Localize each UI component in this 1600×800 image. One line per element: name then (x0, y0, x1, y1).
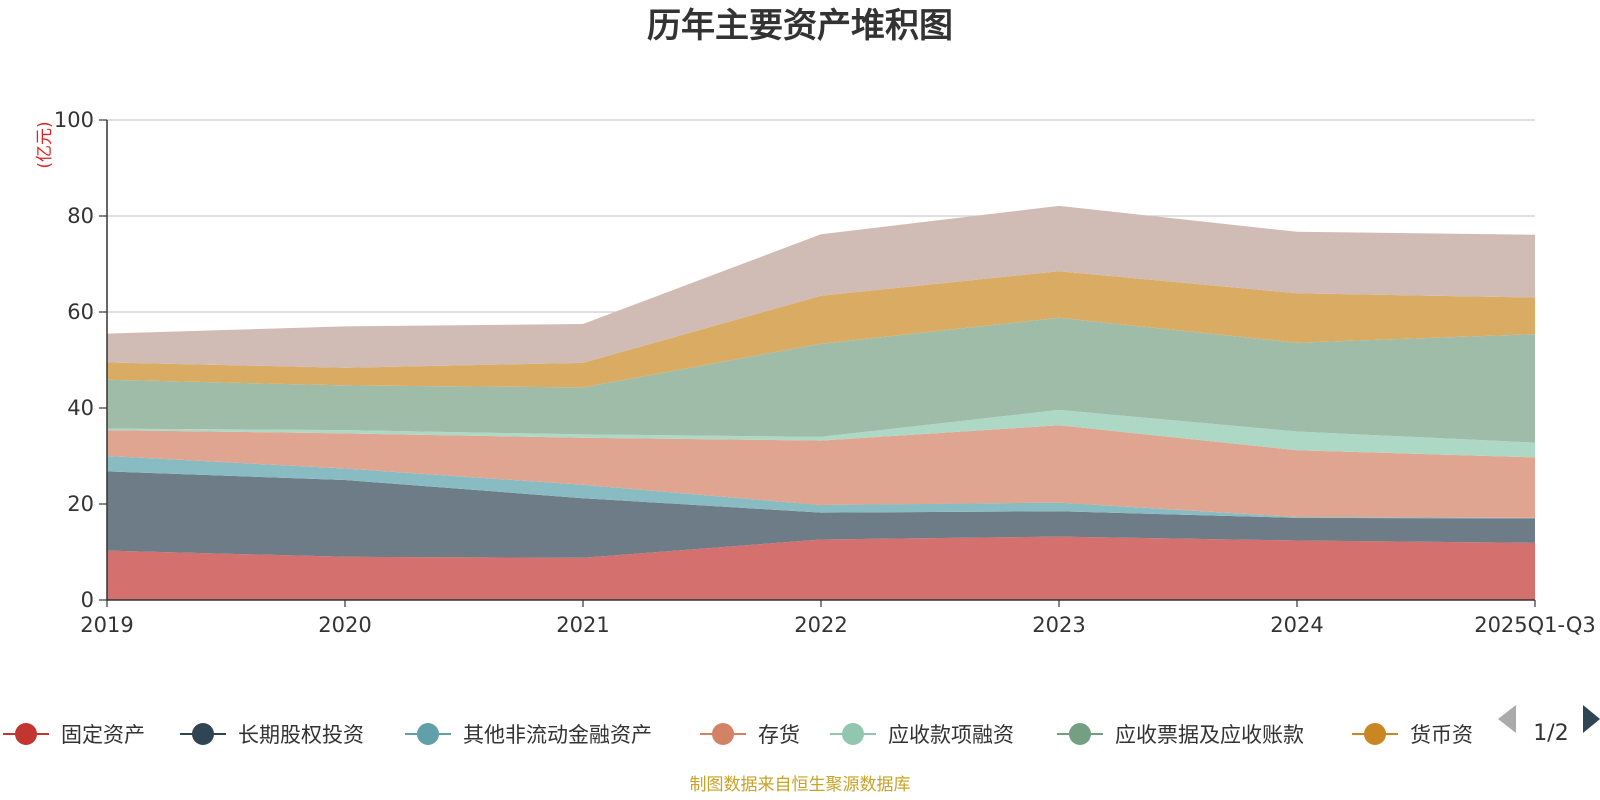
legend-marker-icon (192, 723, 214, 745)
legend-label: 货币资 (1410, 723, 1473, 747)
legend-item[interactable]: 固定资产 (3, 723, 145, 747)
y-axis-unit: (亿元) (35, 121, 55, 168)
y-tick-label: 80 (67, 204, 94, 228)
x-tick-label: 2023 (1032, 613, 1085, 637)
area-series (107, 205, 1535, 600)
legend-label: 存货 (758, 723, 800, 747)
series-area-其他 (107, 205, 1535, 368)
legend-label: 应收款项融资 (888, 723, 1014, 747)
x-tick-label: 2025Q1-Q3 (1474, 613, 1596, 637)
legend-marker-icon (1069, 723, 1091, 745)
legend-marker-icon (417, 723, 439, 745)
y-tick-label: 60 (67, 300, 94, 324)
legend-marker-icon (1364, 723, 1386, 745)
x-tick-labels: 2019 2020 2021 2022 2023 2024 2025Q1-Q3 (80, 613, 1596, 637)
series-area-存货 (107, 425, 1535, 518)
x-tick-label: 2022 (794, 613, 847, 637)
legend-item[interactable]: 货币资 (1352, 723, 1473, 747)
x-tick-label: 2021 (556, 613, 609, 637)
series-area-应收款项融资 (107, 409, 1535, 458)
y-tick-label: 100 (54, 108, 94, 132)
y-tick-label: 40 (67, 396, 94, 420)
legend-label: 应收票据及应收账款 (1115, 723, 1304, 747)
y-tick-label: 0 (81, 588, 94, 612)
legend-label: 其他非流动金融资产 (463, 723, 652, 747)
x-tick-label: 2024 (1270, 613, 1323, 637)
series-area-固定资产 (107, 536, 1535, 600)
y-tick-label: 20 (67, 492, 94, 516)
legend-label: 长期股权投资 (238, 723, 364, 747)
series-area-应收票据及应收账款 (107, 317, 1535, 443)
x-tick-label: 2020 (318, 613, 371, 637)
legend-page-indicator: 1/2 (1533, 721, 1568, 746)
chart-title: 历年主要资产堆积图 (647, 6, 953, 46)
y-tick-labels: 0 20 40 60 80 100 (54, 108, 94, 612)
legend-item[interactable]: 其他非流动金融资产 (405, 723, 652, 747)
series-area-货币资金 (107, 271, 1535, 388)
legend-label: 固定资产 (61, 723, 145, 747)
data-source-note: 制图数据来自恒生聚源数据库 (690, 775, 911, 795)
series-area-其他非流动金融资产 (107, 456, 1535, 519)
legend: 固定资产 长期股权投资 其他非流动金融资产 存货 应收款项融资 应收票据及应收账款 货币资 (3, 723, 1473, 747)
legend-pager: 1/2 (1498, 705, 1600, 746)
x-tick-label: 2019 (80, 613, 133, 637)
chevron-left-icon[interactable] (1498, 705, 1516, 733)
legend-item[interactable]: 应收款项融资 (830, 723, 1014, 747)
legend-marker-icon (15, 723, 37, 745)
legend-item[interactable]: 存货 (700, 723, 800, 747)
legend-item[interactable]: 应收票据及应收账款 (1057, 723, 1304, 747)
axes (106, 120, 1536, 607)
series-area-长期股权投资 (107, 471, 1535, 558)
legend-marker-icon (712, 723, 734, 745)
legend-marker-icon (842, 723, 864, 745)
chevron-right-icon[interactable] (1583, 705, 1600, 733)
legend-item[interactable]: 长期股权投资 (180, 723, 364, 747)
